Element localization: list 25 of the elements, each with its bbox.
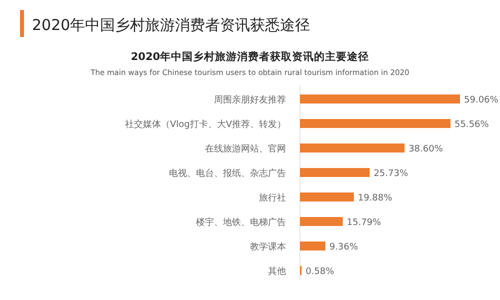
data-label: 0.58% bbox=[306, 267, 335, 277]
bar bbox=[300, 217, 343, 226]
data-label: 55.56% bbox=[454, 120, 490, 130]
chart-subtitle: 2020年中国乡村旅游消费者获取资讯的主要途径 bbox=[130, 50, 370, 63]
y-tick-label: 电视、电台、报纸、杂志广告 bbox=[169, 168, 286, 179]
y-tick-label: 楼宇、地铁、电梯广告 bbox=[196, 217, 286, 228]
data-label: 19.88% bbox=[358, 194, 393, 204]
y-tick-label: 周围亲朋好友推荐 bbox=[214, 94, 286, 106]
y-tick-label: 旅行社 bbox=[259, 192, 286, 204]
data-label: 25.73% bbox=[374, 169, 408, 179]
bar bbox=[300, 144, 405, 152]
y-tick-label: 其他 bbox=[268, 266, 286, 277]
data-label: 59.06% bbox=[464, 96, 499, 106]
data-label: 15.79% bbox=[346, 218, 382, 228]
y-tick-label: 社交媒体（Vlog打卡、大V推荐、转发） bbox=[124, 119, 286, 130]
data-label: 38.60% bbox=[408, 144, 444, 154]
bar bbox=[300, 94, 460, 104]
bar bbox=[300, 192, 354, 202]
y-tick-label: 在线旅游网站、官网 bbox=[205, 144, 286, 154]
bar bbox=[300, 242, 326, 250]
data-label: 9.36% bbox=[329, 242, 358, 252]
text: 2020年中国乡村旅游消费者资讯获悉途径 bbox=[32, 16, 310, 34]
y-tick-label: 教学课本 bbox=[250, 242, 286, 252]
bar bbox=[300, 119, 451, 128]
bar bbox=[300, 168, 370, 177]
